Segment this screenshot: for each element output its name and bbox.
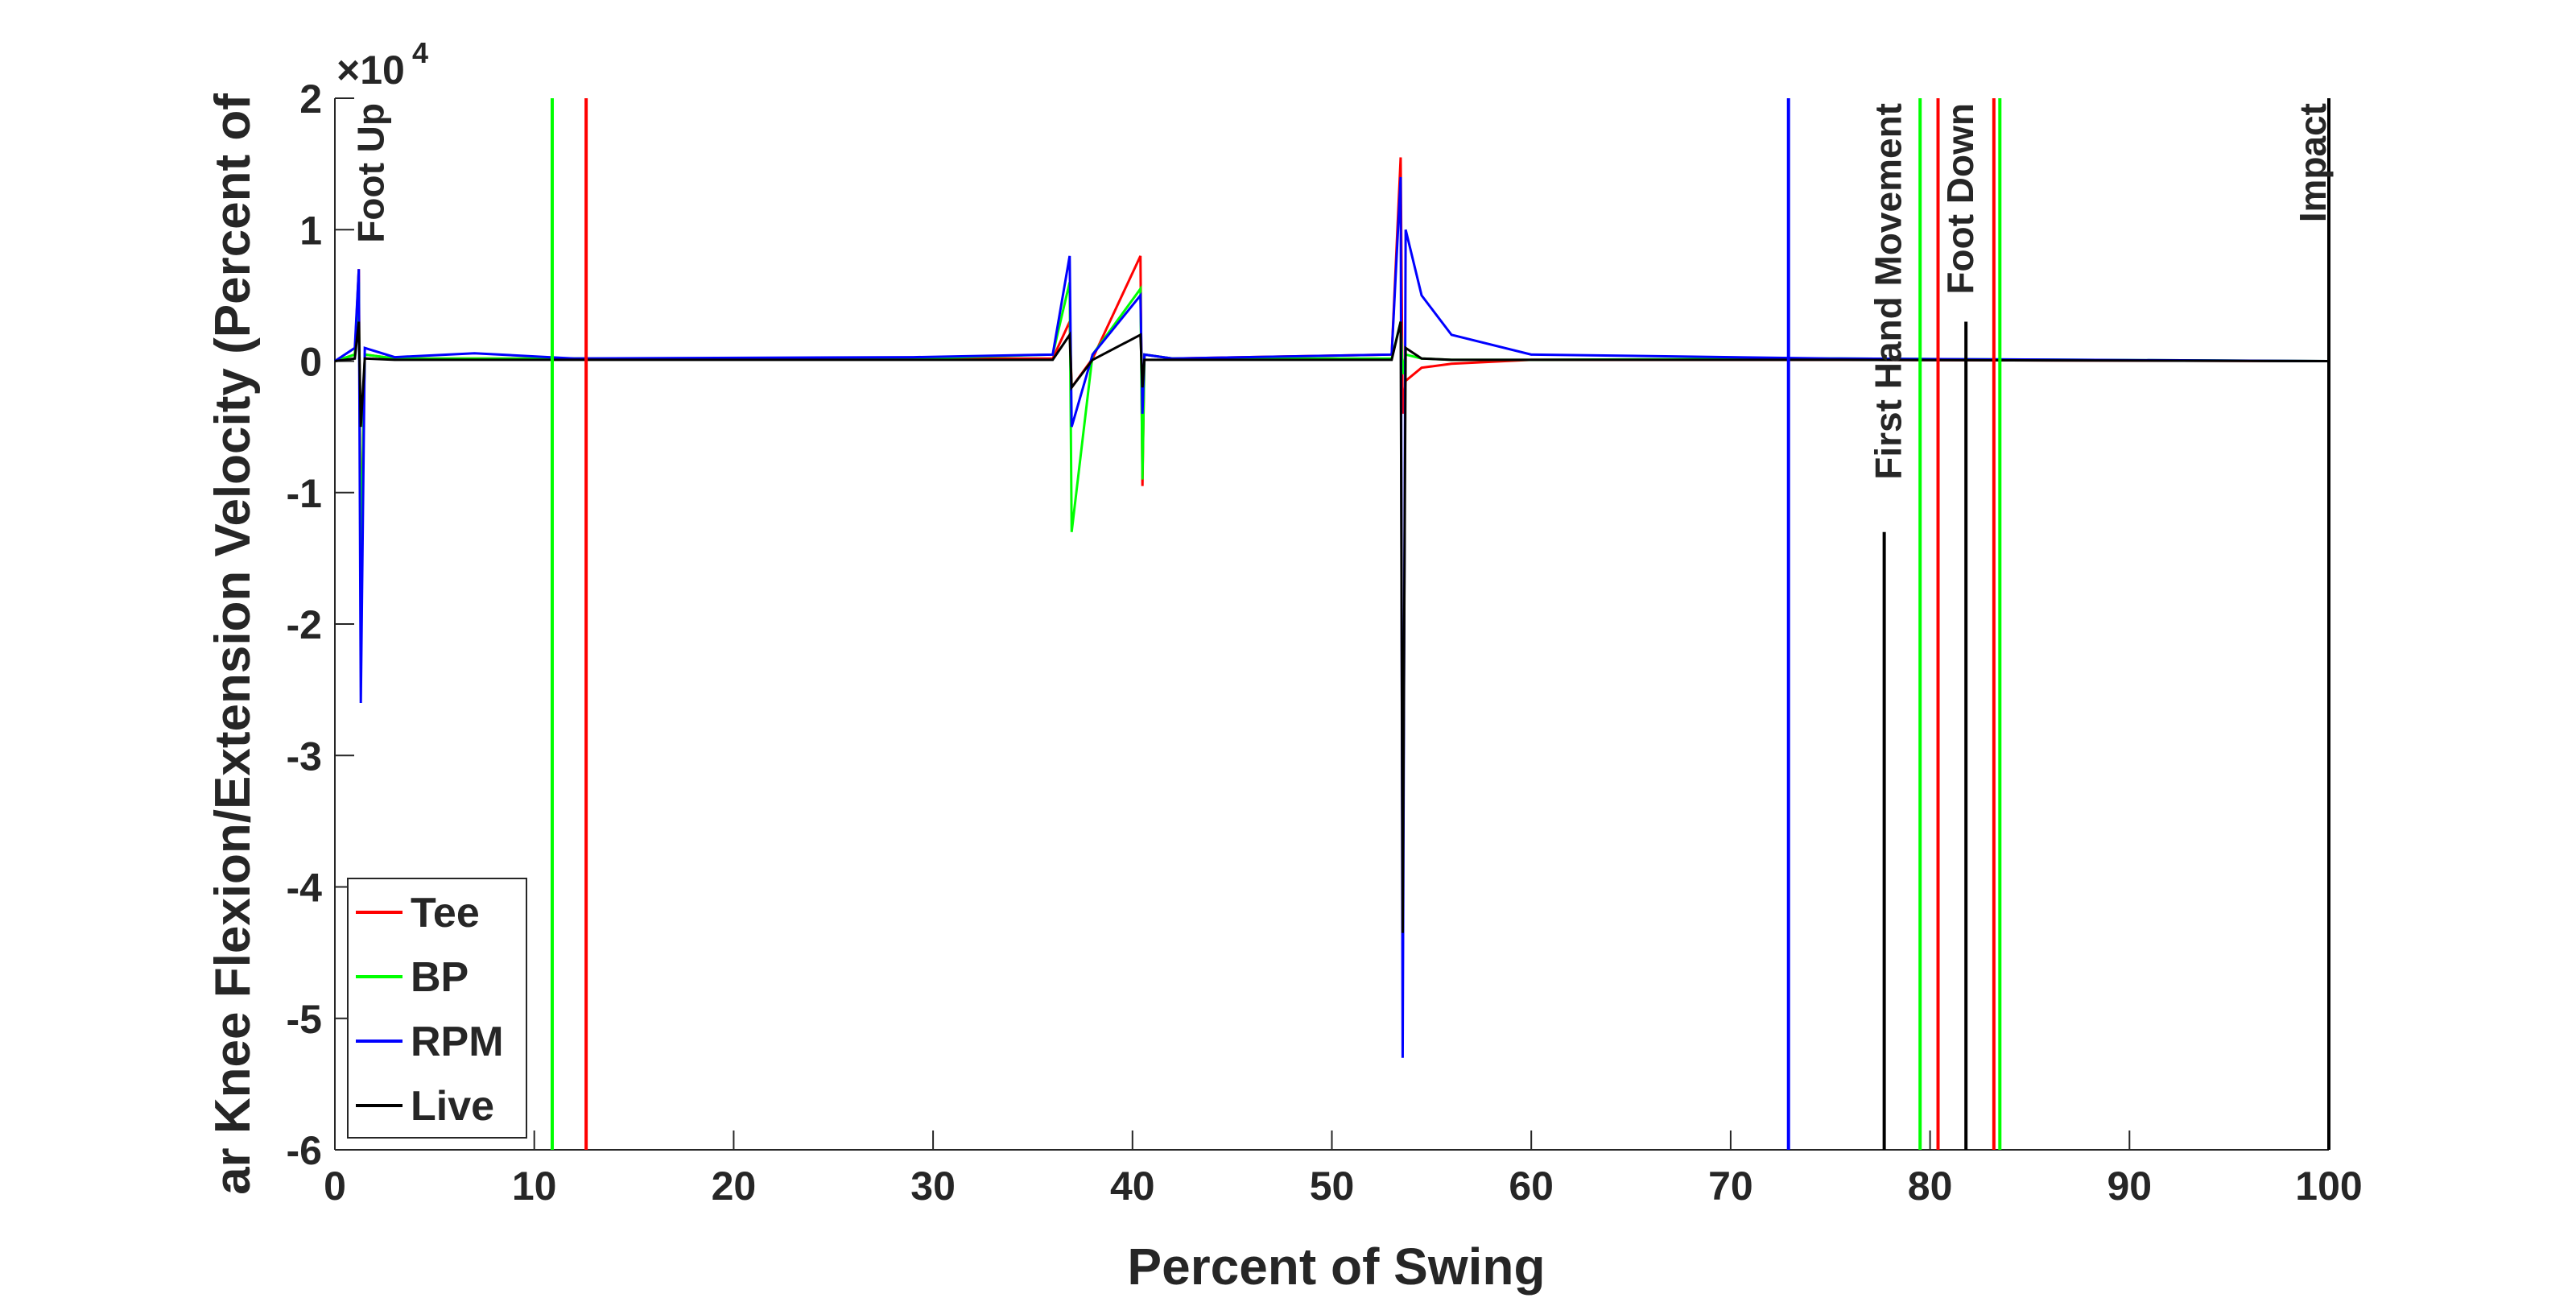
x-tick-label: 20	[712, 1164, 757, 1209]
y-tick-label: -6	[287, 1128, 322, 1173]
y-tick-label: -3	[287, 734, 322, 779]
data-line	[334, 176, 2330, 1058]
x-tick-label: 70	[1708, 1164, 1753, 1209]
y-tick-label: -2	[287, 602, 322, 647]
legend-label: BP	[411, 954, 469, 1001]
y-tick-label: 1	[299, 208, 322, 253]
data-line	[334, 321, 2330, 933]
x-tick-label: 90	[2107, 1164, 2152, 1209]
x-tick-label: 50	[1310, 1164, 1355, 1209]
legend-box	[347, 878, 527, 1139]
y-tick-label: -4	[287, 866, 323, 911]
legend-label: Live	[411, 1083, 494, 1130]
x-tick-label: 80	[1908, 1164, 1953, 1209]
x-tick-label: 0	[324, 1164, 346, 1209]
legend-label: Tee	[411, 890, 480, 936]
y-scale-base: ×10	[336, 48, 405, 93]
y-tick-label: -5	[287, 997, 322, 1042]
x-axis-label: Percent of Swing	[1127, 1238, 1545, 1296]
y-tick-label: -1	[287, 471, 322, 516]
x-tick-label: 40	[1110, 1164, 1155, 1209]
event-label: Foot Down	[1939, 103, 1981, 295]
y-tick-label: 0	[299, 340, 322, 385]
x-tick-label: 10	[512, 1164, 557, 1209]
event-label: Foot Up	[350, 103, 392, 243]
y-scale-power: 4	[412, 36, 428, 69]
legend-label: RPM	[411, 1019, 504, 1065]
data-line	[334, 282, 2330, 572]
y-axis-label: ar Knee Flexion/Extension Velocity (Perc…	[205, 93, 261, 1195]
y-tick-label: 2	[299, 76, 322, 122]
x-tick-label: 30	[910, 1164, 956, 1209]
x-tick-label: 100	[2295, 1164, 2362, 1209]
x-tick-label: 60	[1509, 1164, 1554, 1209]
event-label: Impact	[2292, 103, 2334, 222]
event-label: First Hand Movement	[1868, 103, 1909, 480]
